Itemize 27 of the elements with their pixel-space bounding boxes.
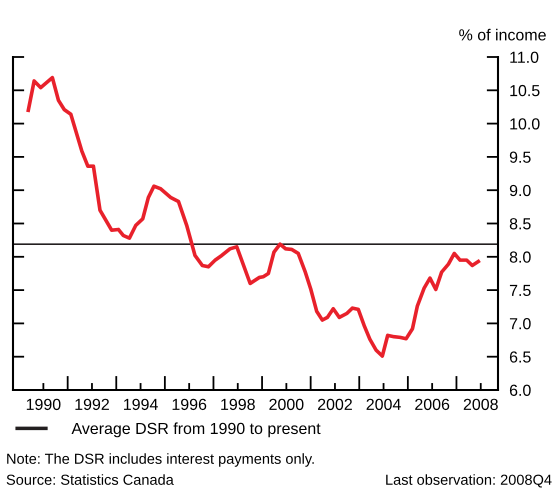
line-series [26,76,480,358]
y-tick-label: 9.5 [510,152,531,163]
x-tick-label: 1994 [124,398,158,410]
y-tick-label: 7.0 [510,318,531,330]
x-tick-label: 2002 [318,398,352,410]
y-tick-label: 8.0 [510,251,531,263]
y-axis-title: % of income [459,28,546,41]
x-tick-label: 2004 [366,398,401,410]
x-tick-label: 1990 [26,398,61,410]
y-tick-label: 7.5 [510,284,531,296]
x-tick-label: 2006 [415,398,450,410]
x-tick-label: 2008 [464,398,498,410]
y-tick-label: 6.5 [510,351,531,363]
source-note: Source: Statistics Canada [6,474,174,485]
y-tick-label: 10.5 [510,84,540,96]
x-tick-label: 1996 [172,398,206,410]
x-tick-label: 1998 [221,398,255,410]
text: Last observation: 2008Q4 [386,474,552,488]
x-tick-label: 1992 [75,398,109,410]
y-tick-label: 6.0 [510,384,531,396]
x-tick-label: 2000 [269,398,304,410]
y-tick-label: 10.0 [510,118,540,130]
legend-label: Average DSR from 1990 to present [72,422,321,438]
y-tick-label: 11.0 [510,52,538,63]
y-tick-label: 9.0 [510,184,531,196]
y-tick-label: 8.5 [510,218,531,230]
text: Note: The DSR includes interest payments only. [7,453,314,467]
